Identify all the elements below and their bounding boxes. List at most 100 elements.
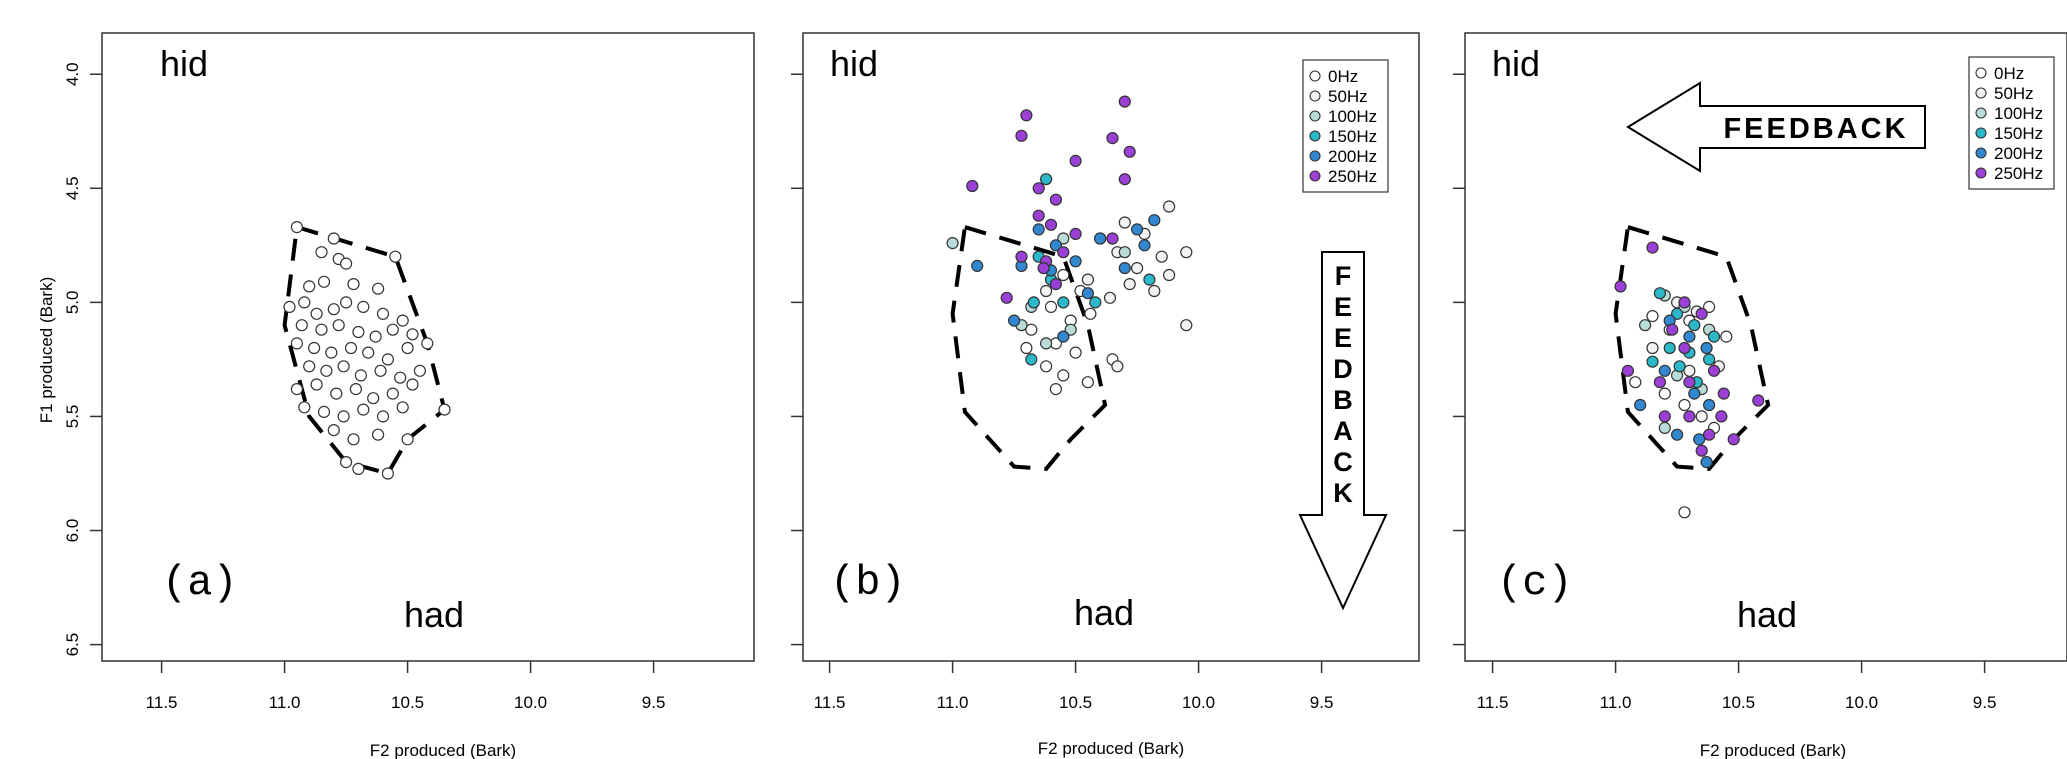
data-point (1658, 410, 1671, 423)
data-point (1658, 364, 1671, 377)
vowel-hid-label-b: hid (830, 43, 878, 84)
data-point (1688, 319, 1701, 332)
region-outline (282, 225, 447, 476)
data-point (1693, 433, 1706, 446)
data-point (340, 296, 353, 309)
data-point (1727, 433, 1740, 446)
data-point (381, 467, 394, 480)
x-tick-label: 11.5 (146, 693, 178, 712)
data-point (367, 392, 380, 405)
data-point (1049, 278, 1063, 291)
y-axis-title: F1 produced (Bark) (37, 277, 56, 423)
data-point (1752, 394, 1765, 407)
legend-swatch (1309, 90, 1321, 102)
data-point (317, 275, 331, 288)
data-point (376, 410, 390, 423)
data-point (1103, 291, 1117, 304)
data-point (1683, 376, 1696, 389)
x-tick-label: 10.5 (391, 693, 424, 712)
legend-label: 0Hz (1994, 64, 2024, 83)
data-point (1702, 353, 1716, 366)
x-tick-label: 10.5 (1059, 693, 1092, 712)
x-axis-title-c: F2 produced (Bark) (1700, 741, 1846, 759)
data-point (1049, 239, 1063, 252)
data-point (349, 383, 362, 396)
legend-label: 200Hz (1994, 144, 2043, 163)
data-point (1069, 346, 1082, 359)
marks-c (1613, 225, 1771, 519)
data-point (1081, 376, 1095, 389)
data-point (315, 323, 328, 336)
data-point (347, 433, 360, 446)
data-point (1032, 209, 1045, 222)
data-point (362, 346, 375, 359)
data-point (1700, 456, 1713, 469)
data-point (327, 303, 340, 316)
data-point (320, 364, 333, 377)
data-point (1666, 323, 1679, 336)
x-tick-label: 11.0 (269, 693, 301, 712)
legend-label: 50Hz (1994, 84, 2034, 103)
data-point (1621, 364, 1635, 377)
data-point (330, 387, 343, 400)
data-point (1653, 287, 1667, 300)
data-point (1049, 383, 1063, 396)
data-point (1089, 296, 1102, 309)
data-point (1020, 109, 1033, 122)
data-point (1069, 255, 1082, 268)
data-point (1678, 398, 1691, 412)
data-point (1039, 360, 1053, 373)
marks-b (946, 95, 1193, 471)
data-point (1123, 145, 1136, 158)
data-point (1702, 428, 1716, 441)
data-point (1646, 355, 1659, 368)
data-point (1673, 360, 1686, 373)
data-point (1138, 239, 1151, 252)
data-point (401, 433, 414, 446)
data-point (1720, 330, 1733, 343)
data-point (1118, 262, 1131, 275)
data-point (376, 307, 390, 320)
axes-b: 11.5 11.0 10.5 10.0 9.5 (791, 73, 1333, 712)
legend-swatch (1975, 67, 1987, 79)
data-point (386, 387, 399, 400)
data-point (340, 456, 353, 469)
data-point (298, 401, 311, 414)
panel-b: 11.5 11.0 10.5 10.0 9.5 hid had (b) F2 produ… (791, 32, 1420, 758)
data-point (1000, 291, 1013, 304)
data-point (1663, 341, 1676, 355)
data-point (317, 405, 331, 418)
data-point (1678, 341, 1691, 355)
feedback-letter: C (1333, 447, 1353, 477)
data-point (946, 237, 959, 250)
data-point (394, 371, 407, 384)
legend-swatch (1309, 150, 1321, 162)
data-point (1032, 223, 1045, 236)
data-point (396, 314, 409, 327)
data-point (1148, 214, 1161, 227)
data-point (1118, 173, 1131, 186)
data-point (1638, 319, 1652, 332)
panel-a: 11.5 11.0 10.5 10.0 9.5 4.0 4.5 5.0 5.5 6.0 6.5 hi… (63, 32, 755, 759)
data-point (1049, 193, 1063, 206)
legend-box (1968, 56, 2055, 190)
legend-label: 200Hz (1328, 147, 1377, 166)
data-point (381, 353, 394, 366)
data-point (340, 257, 353, 270)
vowel-hid-label-c: hid (1492, 43, 1540, 84)
data-point (396, 401, 409, 414)
data-point (332, 319, 345, 332)
data-point (1646, 310, 1659, 323)
data-point (1106, 132, 1119, 145)
vowel-had-label-b: had (1074, 592, 1134, 633)
data-point (1634, 398, 1647, 412)
data-point (1707, 364, 1721, 377)
panel-label-c: (c) (1497, 559, 1573, 607)
x-tick-label: 9.5 (1973, 693, 1997, 712)
axes-c: 11.5 11.0 10.5 10.0 9.5 (1453, 73, 1997, 712)
data-point (1130, 223, 1144, 236)
legend-swatch (1309, 70, 1321, 82)
data-point (1670, 307, 1684, 320)
data-point (1162, 200, 1176, 213)
